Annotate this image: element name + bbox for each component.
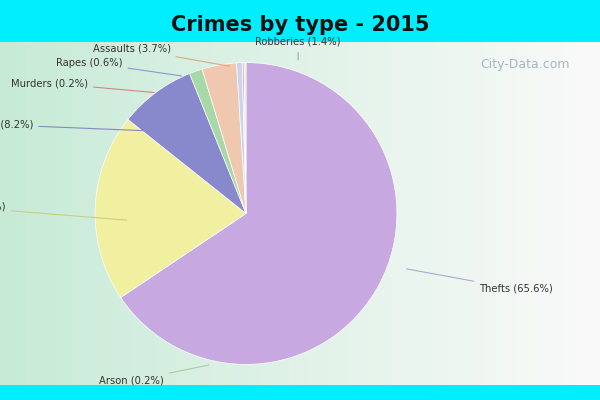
Wedge shape	[244, 62, 246, 214]
Text: Crimes by type - 2015: Crimes by type - 2015	[171, 15, 429, 35]
Text: Auto thefts (8.2%): Auto thefts (8.2%)	[0, 119, 154, 131]
Wedge shape	[190, 69, 246, 214]
Text: Arson (0.2%): Arson (0.2%)	[99, 365, 209, 386]
Wedge shape	[236, 63, 246, 214]
Text: Thefts (65.6%): Thefts (65.6%)	[407, 269, 553, 294]
Text: Assaults (3.7%): Assaults (3.7%)	[92, 44, 230, 66]
Text: Robberies (1.4%): Robberies (1.4%)	[256, 37, 341, 60]
Text: City-Data.com: City-Data.com	[481, 58, 570, 71]
Wedge shape	[242, 62, 246, 214]
Wedge shape	[95, 120, 246, 298]
Wedge shape	[121, 62, 397, 364]
Wedge shape	[202, 63, 246, 214]
Text: Rapes (0.6%): Rapes (0.6%)	[56, 58, 182, 76]
Wedge shape	[128, 74, 246, 214]
Text: Burglaries (20.1%): Burglaries (20.1%)	[0, 202, 127, 220]
Text: Murders (0.2%): Murders (0.2%)	[11, 78, 154, 92]
